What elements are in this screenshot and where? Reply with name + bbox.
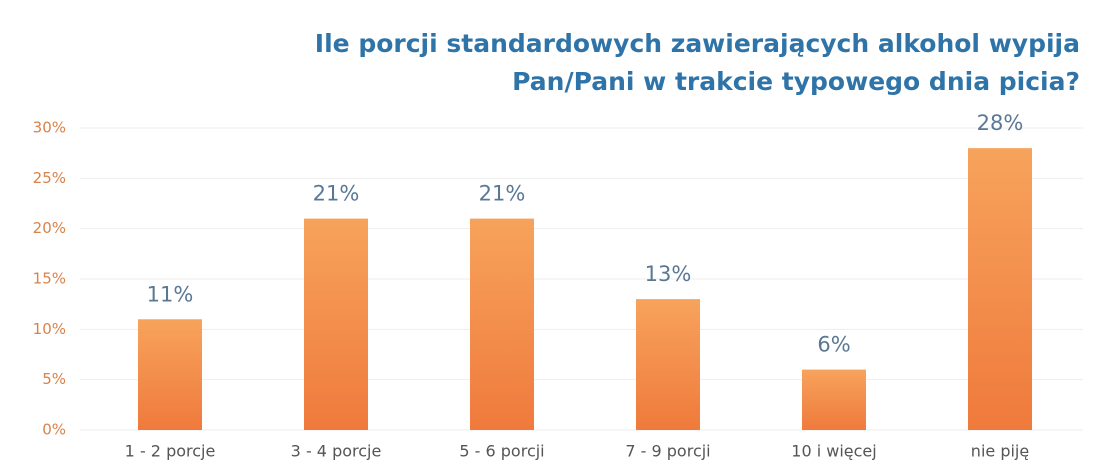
bar (304, 218, 368, 430)
bar (968, 148, 1032, 430)
x-tick-label: 10 i więcej (791, 442, 876, 461)
y-tick-label: 15% (33, 270, 66, 288)
y-tick-label: 30% (33, 119, 66, 137)
bar (636, 299, 700, 430)
y-tick-label: 25% (33, 169, 66, 187)
y-tick-label: 0% (42, 421, 66, 439)
chart-title: Pan/Pani w trakcie typowego dnia picia? (512, 67, 1080, 96)
chart-title: Ile porcji standardowych zawierających a… (315, 29, 1080, 58)
bar (138, 319, 202, 430)
y-tick-label: 10% (33, 320, 66, 338)
data-label: 6% (817, 333, 850, 357)
x-tick-label: 5 - 6 porcji (459, 442, 544, 461)
data-label: 11% (147, 282, 194, 306)
data-label: 28% (977, 111, 1024, 135)
x-tick-label: 7 - 9 porcji (625, 442, 710, 461)
data-label: 21% (313, 182, 360, 206)
bar (470, 218, 534, 430)
y-tick-label: 5% (42, 370, 66, 388)
data-label: 21% (479, 182, 526, 206)
data-label: 13% (645, 262, 692, 286)
bar (802, 369, 866, 430)
x-tick-label: nie piję (971, 442, 1029, 461)
x-tick-label: 3 - 4 porcje (291, 442, 382, 461)
x-tick-label: 1 - 2 porcje (125, 442, 216, 461)
y-tick-label: 20% (33, 219, 66, 237)
